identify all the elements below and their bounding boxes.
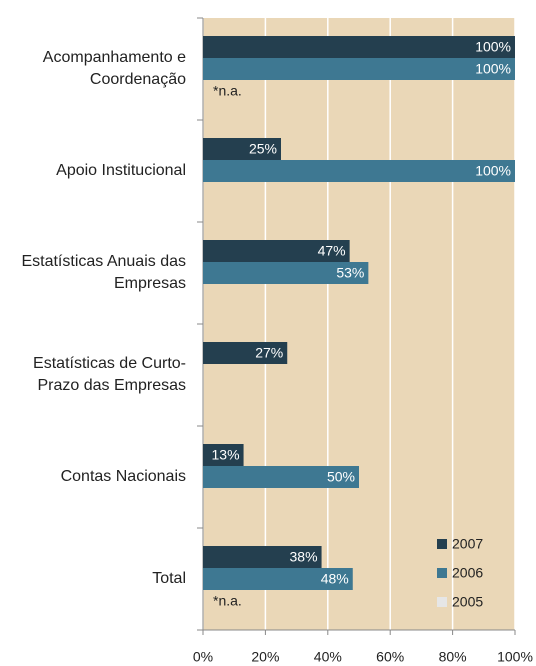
x-tick-label: 60% — [376, 649, 404, 665]
legend-label: 2006 — [452, 565, 483, 581]
value-label: 100% — [475, 163, 511, 179]
value-label: 25% — [249, 141, 277, 157]
x-tick-label: 40% — [314, 649, 342, 665]
bar — [203, 466, 359, 488]
value-label: 47% — [318, 243, 346, 259]
value-label: 100% — [475, 39, 511, 55]
y-tick-label: Estatísticas Anuais das Empresas — [21, 253, 186, 292]
y-tick-label: Acompanhamento e Coordenação — [42, 49, 186, 88]
bar — [203, 546, 322, 568]
bar — [203, 138, 281, 160]
annotation: *n.a. — [213, 593, 242, 609]
bar — [203, 262, 369, 284]
bar — [203, 36, 515, 58]
bar — [203, 240, 350, 262]
plot-background — [203, 18, 515, 630]
bar — [203, 568, 353, 590]
legend-swatch — [437, 568, 447, 578]
legend-label: 2007 — [452, 536, 483, 552]
bar — [203, 58, 515, 80]
value-label: 13% — [212, 447, 240, 463]
x-tick-label: 80% — [439, 649, 467, 665]
legend-swatch — [437, 539, 447, 549]
value-label: 27% — [255, 345, 283, 361]
value-label: 53% — [336, 265, 364, 281]
y-tick-label: Apoio Institucional — [56, 162, 186, 179]
value-label: 38% — [290, 549, 318, 565]
bar — [203, 160, 515, 182]
value-label: 100% — [475, 61, 511, 77]
legend-label: 2005 — [452, 594, 483, 610]
legend-swatch — [437, 597, 447, 607]
bar — [203, 444, 244, 466]
x-tick-label: 20% — [251, 649, 279, 665]
y-tick-label: Total — [152, 570, 186, 587]
annotation: *n.a. — [213, 83, 242, 99]
value-label: 48% — [321, 571, 349, 587]
x-tick-label: 0% — [193, 649, 213, 665]
bar — [203, 342, 288, 364]
value-label: 50% — [327, 469, 355, 485]
y-tick-label: Contas Nacionais — [60, 468, 186, 485]
y-tick-label: Estatísticas de Curto- Prazo das Empresa… — [33, 355, 186, 394]
x-tick-label: 100% — [497, 649, 533, 665]
